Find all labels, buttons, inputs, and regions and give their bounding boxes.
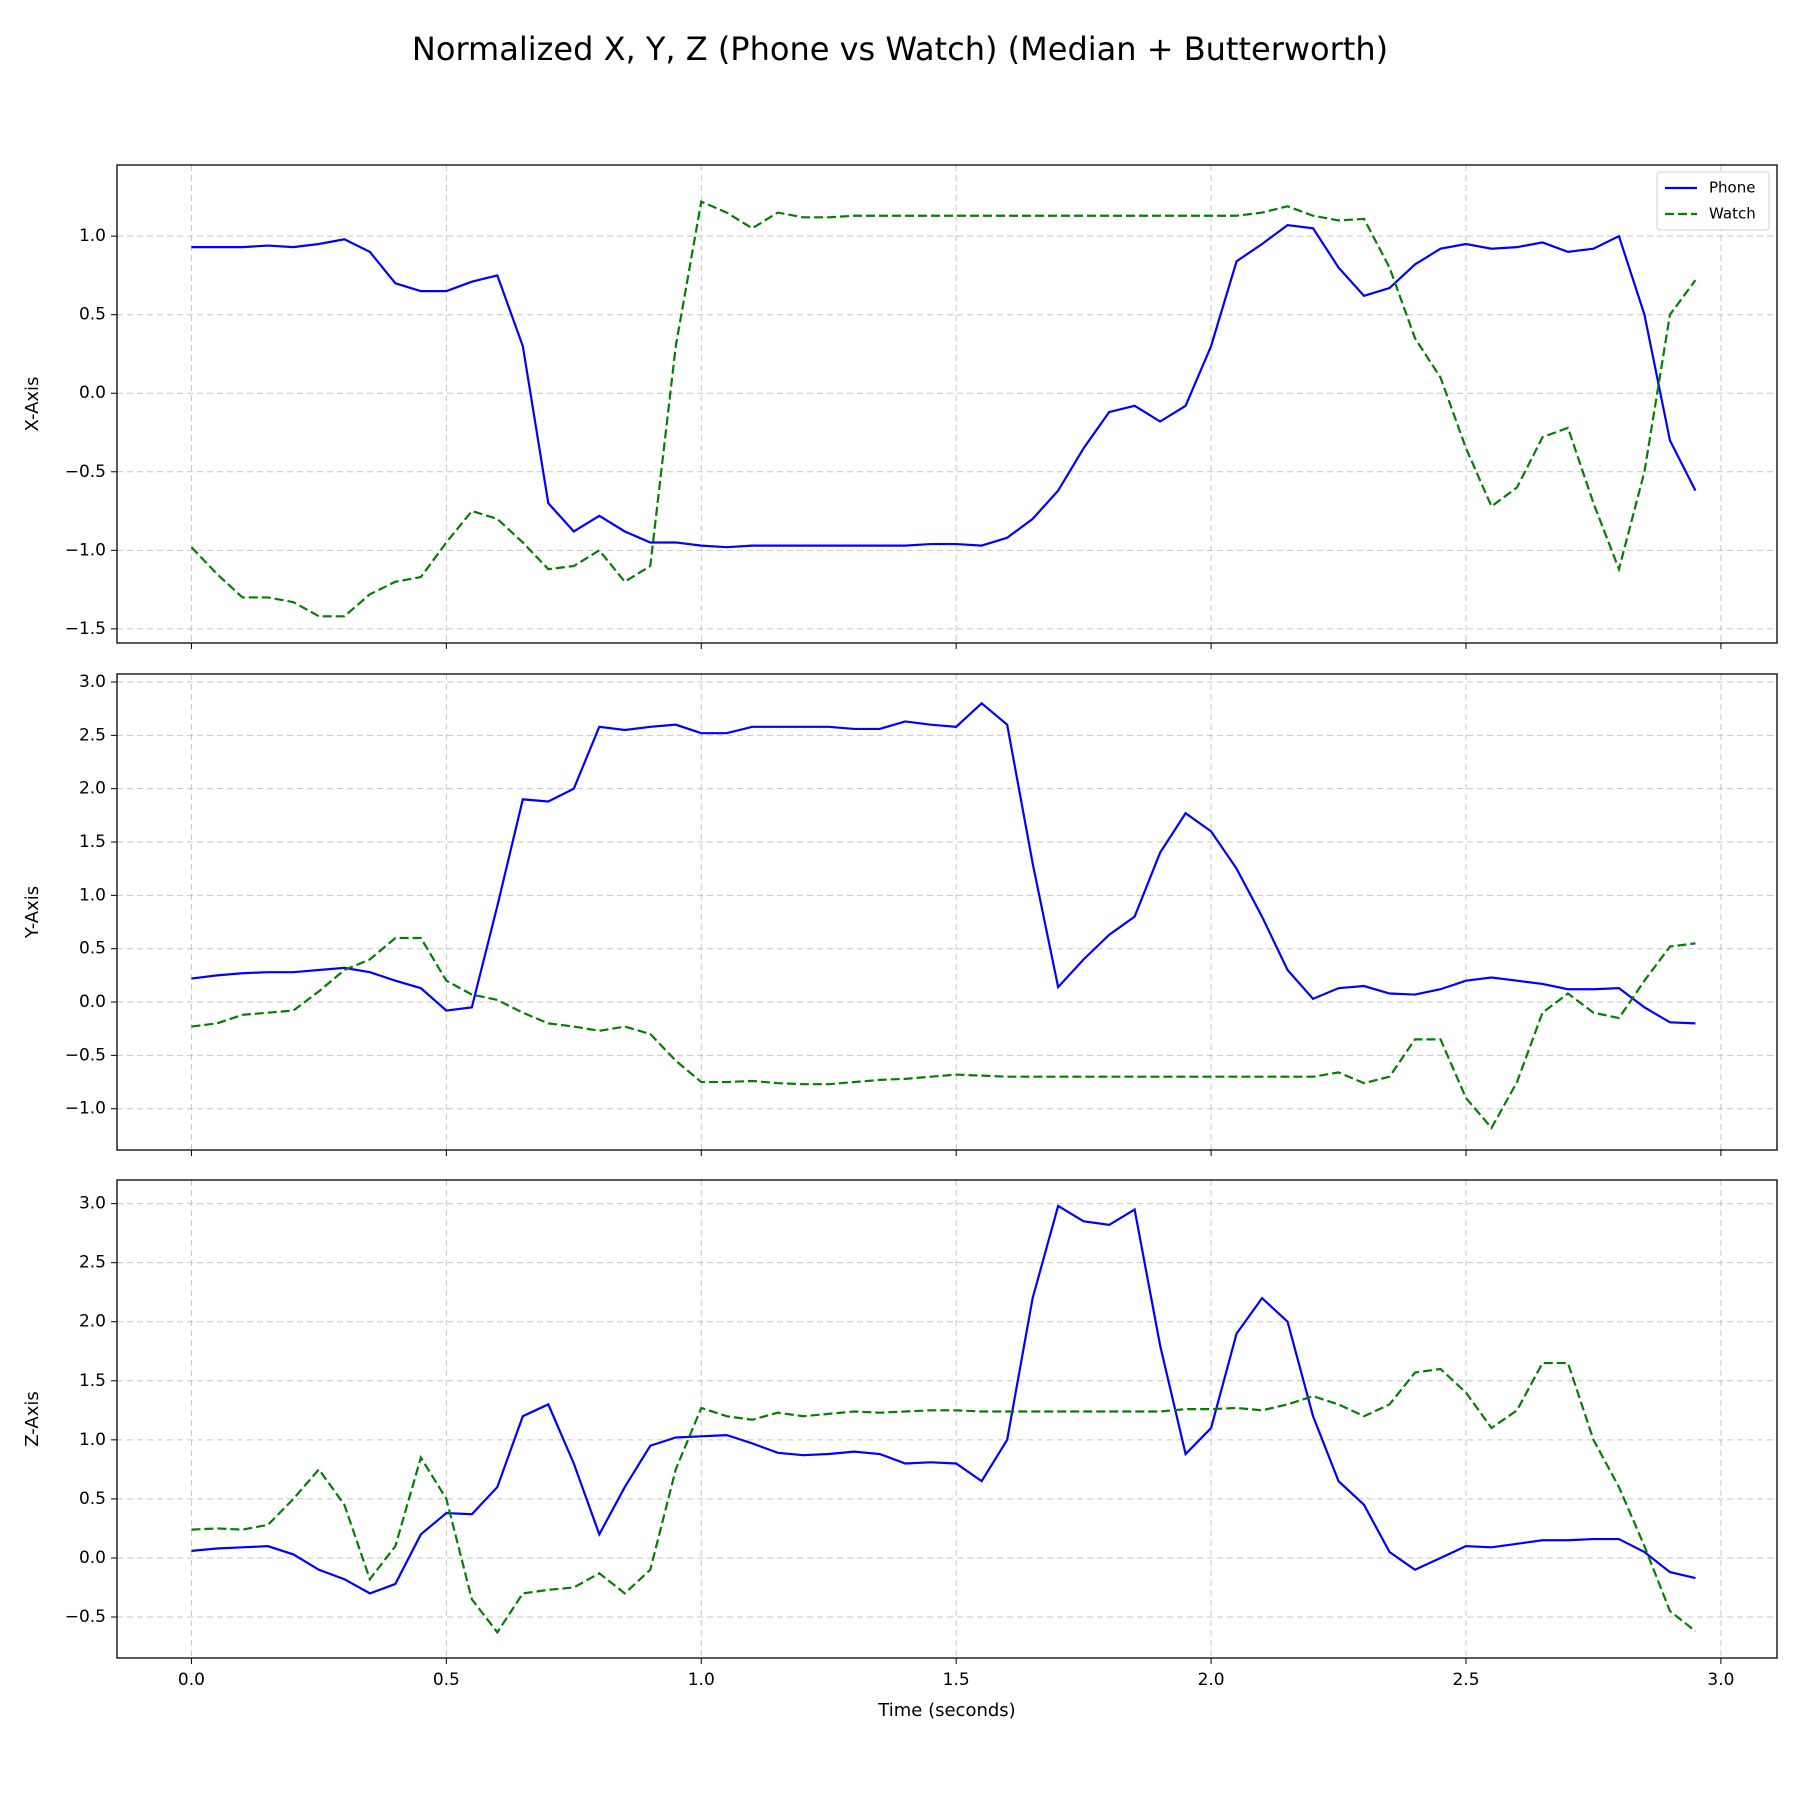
legend-label: Phone	[1709, 179, 1755, 197]
x-tick-label: 1.0	[688, 1670, 715, 1690]
x-tick-label: 0.5	[433, 1670, 460, 1690]
line-series	[191, 936, 1696, 1130]
y-tick-label: −0.5	[65, 1045, 106, 1065]
y-tick-label: −1.0	[65, 540, 106, 560]
legend-label: Watch	[1709, 205, 1756, 223]
y-tick-label: 0.0	[79, 383, 106, 403]
subplot: −0.5 0.0 0.5 1.0 1.5 2.0 2.5 3.0 0.0 0.5 1.0 1.5 2.0…	[22, 1179, 1778, 1721]
y-tick-label: 1.5	[79, 832, 106, 852]
y-axis-label: Y-Axis	[22, 886, 43, 939]
x-tick-label: 0.0	[178, 1670, 205, 1690]
y-tick-label: 1.0	[79, 885, 106, 905]
y-tick-label: −1.5	[65, 619, 106, 639]
subplot: −1.0 −0.5 0.0 0.5 1.0 1.5 2.0 2.5 3.0 Y-Axis	[22, 672, 1778, 1156]
line-series	[191, 224, 1697, 549]
y-tick-label: 0.5	[79, 305, 106, 325]
y-tick-label: −1.0	[65, 1099, 106, 1119]
y-tick-label: −0.5	[65, 1607, 106, 1627]
y-tick-label: 2.5	[79, 725, 106, 745]
axes-frame	[116, 164, 1778, 644]
subplot: −1.5 −1.0 −0.5 0.0 0.5 1.0 X-Axis Phone Watch	[22, 164, 1778, 649]
y-tick-label: 2.0	[79, 1312, 106, 1332]
axes-frame	[116, 1179, 1778, 1659]
y-tick-label: 3.0	[79, 1194, 106, 1214]
y-tick-label: 0.0	[79, 992, 106, 1012]
x-tick-label: 2.0	[1198, 1670, 1225, 1690]
y-tick-label: −0.5	[65, 462, 106, 482]
y-tick-label: 1.5	[79, 1371, 106, 1391]
y-tick-label: 2.0	[79, 779, 106, 799]
y-tick-label: 3.0	[79, 672, 106, 692]
x-axis-label: Time (seconds)	[877, 1700, 1015, 1721]
y-axis-label: X-Axis	[22, 377, 43, 432]
y-tick-label: 1.0	[79, 226, 106, 246]
y-axis-label: Z-Axis	[22, 1391, 43, 1446]
legend: Phone Watch	[1656, 171, 1770, 231]
y-tick-label: 0.5	[79, 1489, 106, 1509]
x-tick-label: 1.5	[943, 1670, 970, 1690]
x-tick-label: 3.0	[1707, 1670, 1734, 1690]
axes-frame	[116, 673, 1778, 1151]
line-series	[190, 200, 1697, 618]
y-tick-label: 2.5	[79, 1253, 106, 1273]
legend-box	[1656, 171, 1770, 231]
y-tick-label: 1.0	[79, 1430, 106, 1450]
line-series	[191, 1204, 1696, 1595]
line-series	[191, 1361, 1697, 1635]
y-tick-label: 0.0	[79, 1548, 106, 1568]
figure-title: Normalized X, Y, Z (Phone vs Watch) (Med…	[412, 30, 1388, 68]
y-tick-label: 0.5	[79, 939, 106, 959]
line-series	[191, 701, 1696, 1025]
x-tick-label: 2.5	[1452, 1670, 1479, 1690]
